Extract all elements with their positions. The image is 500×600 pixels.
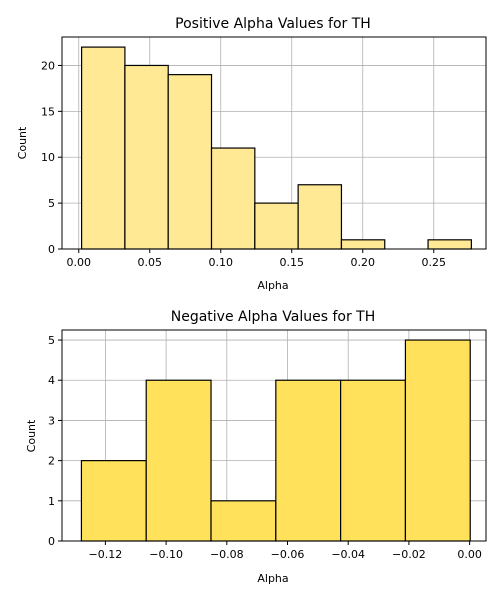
chart-positive-alpha: Positive Alpha Values for TH Alpha Count… [16, 16, 487, 292]
axes-frame [61, 36, 487, 250]
y-axis-label: Count [16, 126, 29, 159]
y-ticks: 0 1 2 3 4 5 [48, 334, 62, 548]
x-axis-label: Alpha [257, 572, 288, 585]
y-tick-label: 20 [41, 59, 55, 72]
y-tick-label: 15 [41, 105, 55, 118]
histogram-bar [167, 74, 213, 250]
x-tick-label: −0.02 [392, 548, 426, 561]
x-axis-label: Alpha [257, 279, 288, 292]
histogram-bar [210, 147, 256, 250]
x-tick-label: −0.10 [149, 548, 183, 561]
bars [80, 46, 472, 250]
chart-title: Negative Alpha Values for TH [171, 309, 376, 325]
histogram-bar [124, 64, 169, 250]
x-tick-label: 0.15 [279, 256, 304, 269]
y-tick-label: 0 [48, 243, 55, 256]
x-tick-label: −0.06 [271, 548, 305, 561]
bars [80, 339, 471, 542]
x-tick-label: −0.04 [331, 548, 365, 561]
x-tick-label: 0.00 [67, 256, 92, 269]
histogram-bar [340, 239, 386, 250]
x-tick-label: −0.12 [89, 548, 123, 561]
histogram-bar [404, 339, 471, 542]
y-tick-label: 5 [48, 334, 55, 347]
histogram-bar [254, 202, 299, 250]
x-tick-label: 0.20 [350, 256, 375, 269]
x-tick-label: −0.08 [210, 548, 244, 561]
histogram-bar [297, 184, 343, 250]
histogram-bar [340, 379, 407, 542]
x-tick-label: 0.25 [421, 256, 446, 269]
y-tick-label: 2 [48, 455, 55, 468]
y-tick-label: 4 [48, 374, 55, 387]
chart-negative-alpha: Negative Alpha Values for TH Alpha Count… [25, 309, 487, 585]
x-ticks: 0.00 0.05 0.10 0.15 0.20 0.25 [67, 249, 446, 269]
axes-frame [61, 329, 487, 542]
chart-title: Positive Alpha Values for TH [175, 16, 371, 32]
y-tick-label: 10 [41, 151, 55, 164]
histogram-bar [80, 46, 126, 250]
y-tick-label: 0 [48, 535, 55, 548]
y-tick-label: 1 [48, 495, 55, 508]
y-axis-label: Count [25, 419, 38, 452]
histogram-bar [80, 460, 147, 542]
y-tick-label: 3 [48, 414, 55, 427]
x-tick-label: 0.05 [138, 256, 163, 269]
y-tick-label: 5 [48, 197, 55, 210]
histogram-bar [145, 379, 212, 542]
x-tick-label: 0.10 [209, 256, 234, 269]
histogram-bar [210, 500, 277, 542]
x-tick-label: 0.00 [457, 548, 482, 561]
histogram-bar [275, 379, 342, 542]
histogram-bar [427, 239, 472, 250]
x-ticks: −0.12 −0.10 −0.08 −0.06 −0.04 −0.02 0.00 [89, 541, 482, 561]
y-ticks: 0 5 10 15 20 [41, 59, 62, 256]
